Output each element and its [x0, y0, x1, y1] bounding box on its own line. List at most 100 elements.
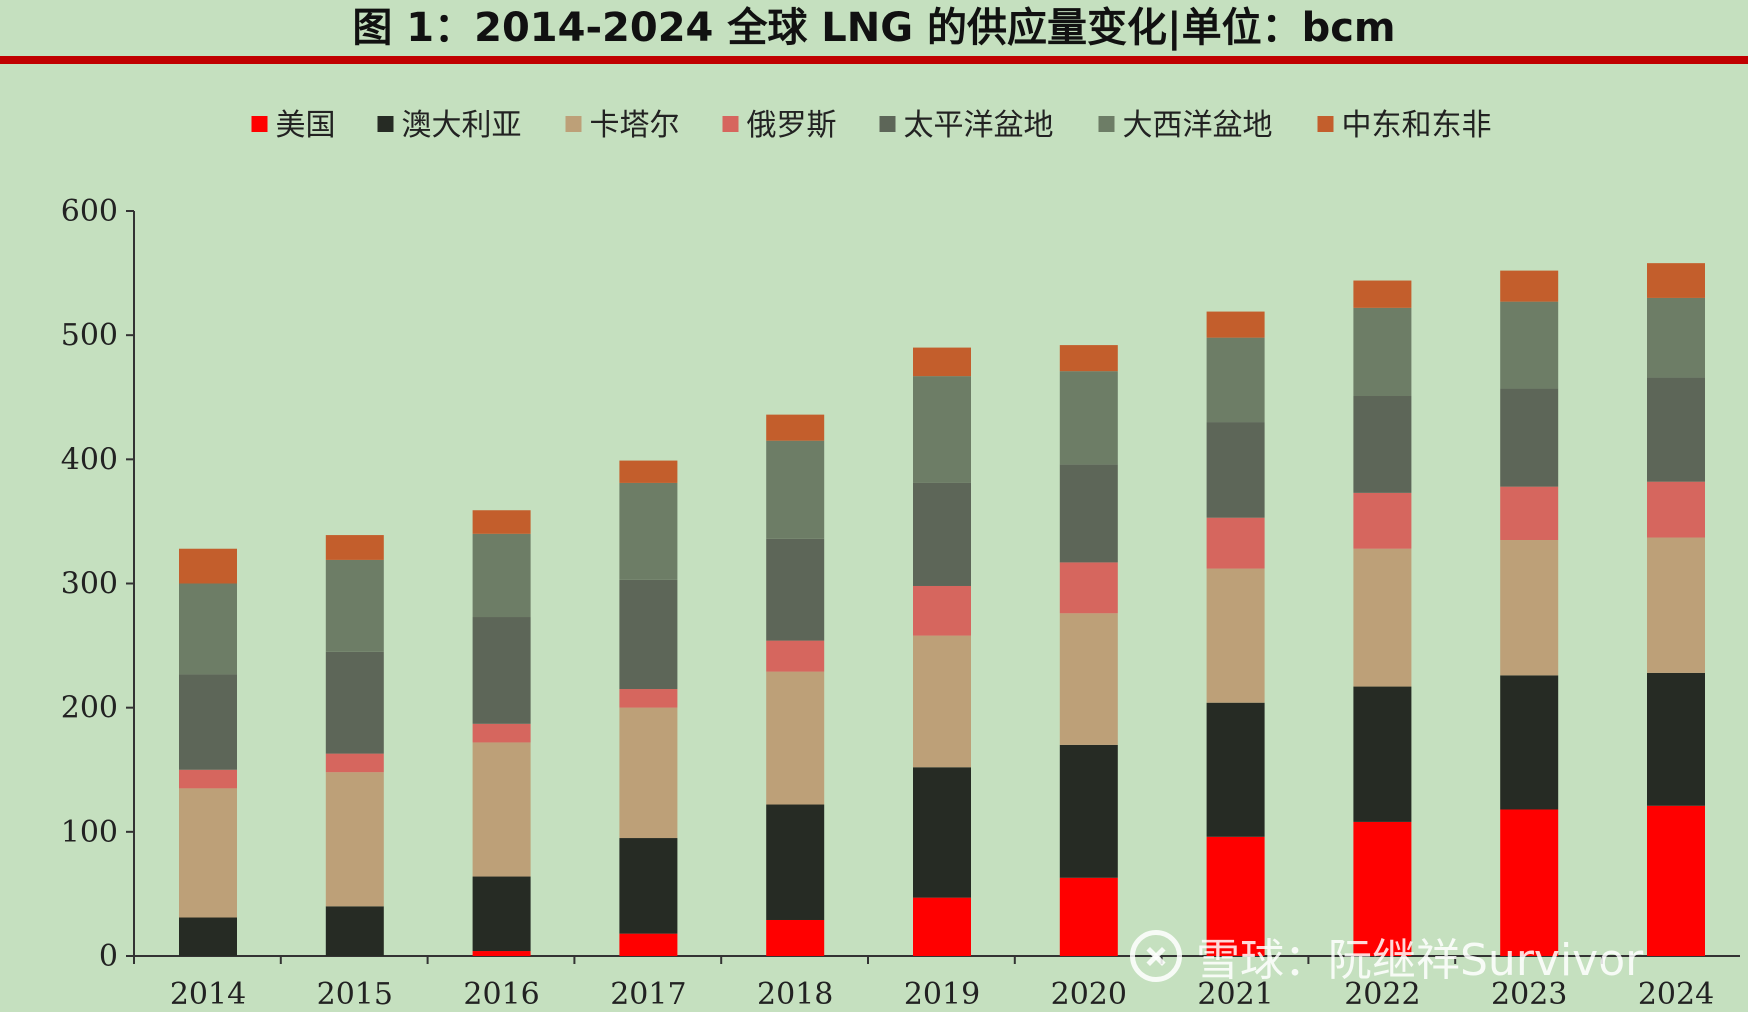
bar-segment	[766, 538, 825, 641]
bar-segment	[1353, 686, 1412, 822]
bar-segment	[179, 917, 237, 956]
bar-segment	[1059, 613, 1118, 745]
bar-segment	[1500, 301, 1559, 389]
y-tick-label: 500	[61, 318, 118, 353]
bar-segment	[1206, 311, 1265, 338]
legend-label: 太平洋盆地	[904, 108, 1054, 143]
legend-label: 大西洋盆地	[1123, 108, 1273, 143]
y-tick-label: 400	[61, 442, 118, 477]
x-tick-label: 2020	[1051, 977, 1127, 1012]
bar-segment	[913, 482, 971, 586]
bar-segment	[1353, 396, 1412, 493]
bar-segment	[472, 510, 531, 534]
x-tick-label: 2017	[610, 977, 686, 1012]
y-tick-label: 600	[61, 194, 118, 229]
bar-segment	[1059, 877, 1118, 956]
bar-segment	[766, 804, 825, 920]
bar-segment	[619, 933, 678, 956]
bar-segment	[1206, 517, 1265, 569]
bar-segment	[1500, 809, 1559, 956]
bar-segment	[1206, 422, 1265, 518]
y-tick-label: 300	[61, 567, 118, 602]
snowball-logo-icon	[1130, 930, 1182, 982]
legend-label: 美国	[276, 108, 336, 143]
bar-segment	[1206, 568, 1265, 703]
x-tick-label: 2024	[1638, 977, 1714, 1012]
bar-segment	[325, 772, 384, 907]
bar-segment	[1353, 548, 1412, 687]
legend: 美国 澳大利亚 卡塔尔 俄罗斯 太平洋盆地 大西洋盆地 中东和东非	[251, 108, 1492, 143]
x-tick-label: 2023	[1491, 977, 1567, 1012]
bar-segment	[1353, 280, 1412, 308]
bar-segment	[1647, 377, 1705, 482]
bar-segment	[1500, 486, 1559, 541]
bar-segment	[619, 838, 678, 934]
bar-segment	[1500, 388, 1559, 487]
bar-segment	[1059, 371, 1118, 465]
bar-segment	[1059, 345, 1118, 372]
bar-segment	[1206, 337, 1265, 423]
bar-segment	[766, 919, 825, 956]
y-tick-label: 200	[61, 691, 118, 726]
bar-segment	[1206, 702, 1265, 837]
y-tick-label: 100	[61, 815, 118, 850]
legend-swatch	[565, 116, 582, 132]
bar-segment	[619, 460, 678, 483]
bar-segment	[472, 876, 531, 952]
bar-segment	[1059, 744, 1118, 878]
bar-segment	[766, 640, 825, 672]
x-tick-label: 2019	[904, 977, 980, 1012]
bar-segment	[179, 769, 237, 789]
bar-segment	[1353, 492, 1412, 549]
bar-segment	[766, 671, 825, 805]
x-tick-label: 2018	[757, 977, 833, 1012]
bar-segment	[1647, 481, 1705, 538]
legend-swatch	[377, 116, 394, 132]
legend-label: 中东和东非	[1342, 108, 1492, 143]
title-rule	[0, 56, 1748, 64]
bar-segment	[325, 651, 384, 754]
bar-segment	[1500, 540, 1559, 676]
x-tick-label: 2015	[317, 977, 393, 1012]
bar-segment	[619, 689, 678, 708]
bar-segment	[325, 906, 384, 956]
bar-segment	[766, 414, 825, 441]
x-tick-label: 2021	[1197, 977, 1273, 1012]
bar-segment	[1206, 836, 1265, 956]
bar-segment	[619, 707, 678, 839]
bar-segment	[325, 559, 384, 652]
x-axis: 2014 2015 2016 2017 2018 2019 2020 2021 2022 2023…	[133, 955, 1740, 1012]
bar-segment	[1059, 562, 1118, 614]
bar-segment	[1353, 307, 1412, 397]
y-tick-label: 0	[99, 939, 118, 974]
bar-segment	[913, 347, 971, 377]
bar-segment	[913, 767, 971, 898]
bar-segment	[179, 674, 237, 770]
legend-swatch	[879, 116, 896, 132]
bar-segment	[1647, 805, 1705, 956]
x-tick-label: 2022	[1344, 977, 1420, 1012]
y-axis: 0 100 200 300 400 500 600	[61, 194, 135, 974]
bar-segment	[913, 585, 971, 636]
bar-segment	[766, 440, 825, 539]
bar-segment	[913, 897, 971, 956]
bar-segment	[1647, 672, 1705, 806]
legend-swatch	[251, 116, 268, 132]
legend-swatch	[1317, 116, 1334, 132]
legend-label: 卡塔尔	[590, 108, 680, 143]
bar-segment	[472, 742, 531, 877]
bar-segment	[325, 753, 384, 773]
bar-segment	[1353, 821, 1412, 956]
x-tick-label: 2014	[170, 977, 246, 1012]
bar-segment	[619, 579, 678, 690]
bar-segment	[1059, 464, 1118, 563]
bar-segment	[325, 535, 384, 560]
bar-segment	[472, 533, 531, 618]
bar-segment	[179, 548, 237, 584]
legend-label: 俄罗斯	[747, 108, 837, 143]
bar-segment	[913, 635, 971, 768]
legend-label: 澳大利亚	[402, 108, 522, 143]
legend-swatch	[722, 116, 739, 132]
bar-segment	[179, 583, 237, 675]
